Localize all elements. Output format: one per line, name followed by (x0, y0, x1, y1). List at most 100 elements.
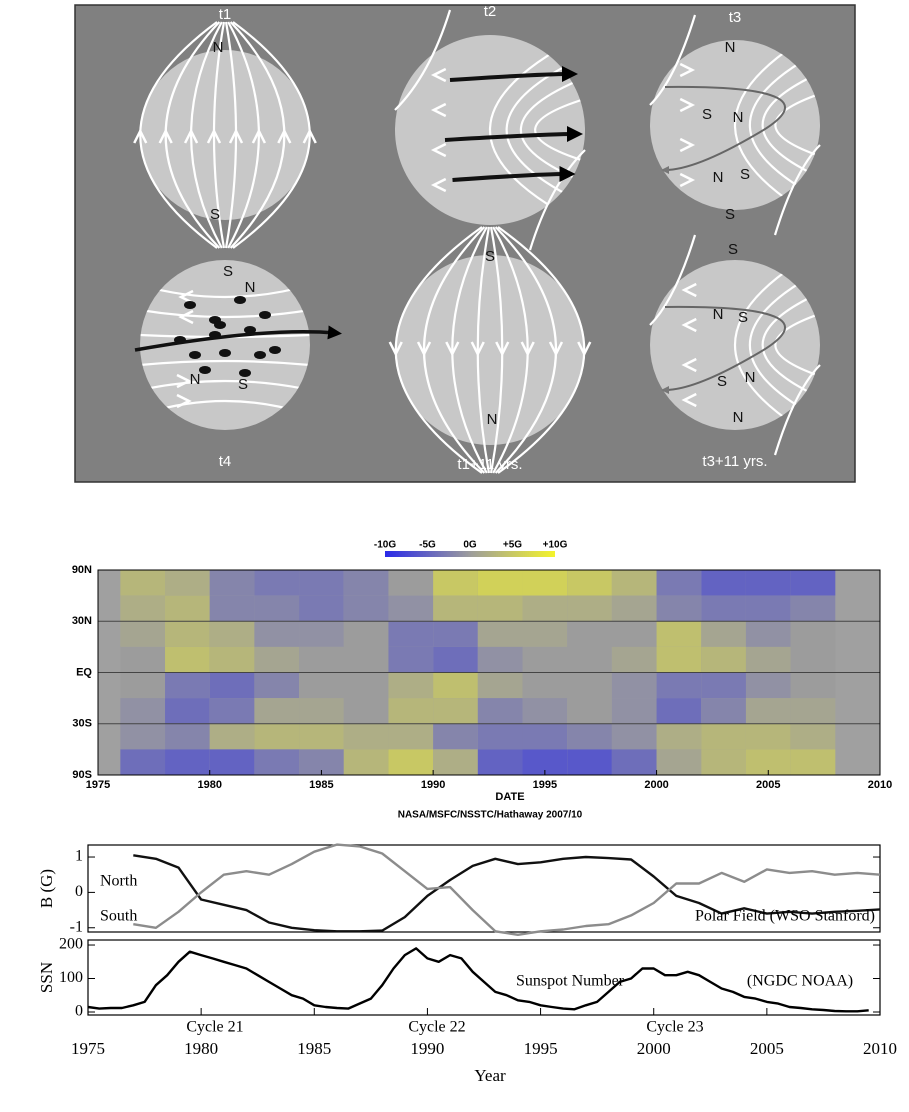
heatmap-cell (433, 672, 478, 699)
twist-arrow (134, 325, 342, 352)
y-axis-label: B (G) (37, 869, 56, 908)
field-arrow (302, 128, 317, 144)
heatmap-cell (790, 672, 836, 699)
field-arrow (176, 373, 192, 389)
heatmap-cell (522, 723, 568, 750)
pole-label: S (725, 206, 735, 223)
field-line (394, 9, 452, 111)
heatmap-cell (299, 595, 344, 622)
x-tick-label: 2005 (756, 779, 780, 791)
field-arrow (520, 341, 535, 357)
sunspot (184, 301, 196, 309)
heatmap-cell (388, 723, 434, 750)
heatmap-cell (790, 595, 836, 622)
heatmap-cell (745, 570, 791, 596)
field-arrow (251, 128, 267, 144)
field-arrow (416, 341, 432, 357)
field-line (422, 226, 486, 474)
heatmap-cell (477, 595, 523, 622)
panel-label: t3+11 yrs. (702, 453, 767, 470)
field-line (489, 226, 504, 474)
y-tick-label: 200 (59, 936, 83, 953)
heatmap-cell (343, 621, 389, 647)
heatmap-cell (477, 646, 523, 673)
pole-label: N (190, 371, 201, 388)
heatmap-cell (790, 570, 836, 596)
annotation: Cycle 23 (646, 1019, 703, 1036)
heatmap-cell (656, 672, 702, 699)
field-arrow (133, 128, 148, 144)
field-line (773, 364, 821, 456)
x-tick-label: 1990 (421, 779, 445, 791)
heatmap-cell (611, 698, 657, 724)
field-arrow (430, 177, 447, 193)
pole-label: N (725, 39, 736, 56)
field-line (394, 226, 483, 474)
caption: NASA/MSFC/NSSTC/Hathaway 2007/10 (398, 810, 583, 821)
sun-sphere (140, 50, 310, 220)
heatmap-cell (611, 621, 657, 647)
pole-label: N (245, 279, 256, 296)
panel-label: t1+11 yrs. (457, 456, 522, 473)
field-line (505, 50, 585, 210)
field-arrow (430, 102, 447, 118)
heatmap-cell (611, 672, 657, 699)
heatmap-cell (656, 621, 702, 647)
field-line (497, 226, 586, 474)
heatmap-cell (299, 672, 344, 699)
y-tick-label: 30S (72, 718, 92, 730)
heatmap-cell (701, 698, 746, 724)
field-line (212, 21, 226, 249)
heatmap-cell (567, 646, 612, 673)
heatmap-cell (745, 621, 791, 647)
pole-label: N (713, 169, 724, 186)
heatmap-cell (343, 672, 389, 699)
heatmap-cell (567, 749, 612, 775)
heatmap-cell (790, 698, 836, 724)
heatmap-cell (343, 749, 389, 775)
heatmap-cell (388, 621, 434, 647)
field-line (232, 21, 311, 249)
heatmap-cell (567, 595, 612, 622)
pole-label: S (738, 309, 748, 326)
x-tick-label: 1985 (309, 779, 333, 791)
heatmap-cell (209, 749, 255, 775)
field-line (140, 308, 310, 319)
field-arrow (679, 172, 696, 188)
field-line (492, 226, 529, 474)
sunspot (214, 321, 226, 329)
heatmap-cell (165, 672, 210, 699)
heatmap-cell (120, 570, 166, 596)
heatmap-cell (522, 595, 568, 622)
heatmap-cell (522, 646, 568, 673)
heatmap-cell (522, 621, 568, 647)
x-tick-label: 1980 (197, 779, 221, 791)
sunspot (189, 351, 201, 359)
heatmap-cell (477, 698, 523, 724)
pole-label: S (238, 376, 248, 393)
heatmap-cell (433, 749, 478, 775)
twist-arrow (452, 166, 576, 183)
field-arrow (206, 128, 222, 144)
heatmap-cell (745, 672, 791, 699)
field-arrow (470, 341, 485, 357)
pole-label: S (485, 248, 495, 265)
data-line (133, 843, 881, 936)
plot-frame (87, 939, 881, 1016)
pole-label: N (213, 39, 224, 56)
heatmap-cell (299, 570, 344, 596)
field-arrow (681, 357, 697, 373)
heatmap-cell (388, 698, 434, 724)
colorbar-label: 0G (463, 540, 477, 551)
toroidal-line (661, 305, 786, 394)
heatmap-cell (209, 672, 255, 699)
field-arrow (183, 128, 199, 144)
field-line (528, 149, 586, 251)
field-line (451, 226, 488, 474)
field-line (190, 21, 223, 249)
heatmap-cell (343, 570, 389, 596)
heatmap-cell (120, 595, 166, 622)
field-arrow (548, 341, 564, 357)
field-arrow (430, 67, 447, 83)
